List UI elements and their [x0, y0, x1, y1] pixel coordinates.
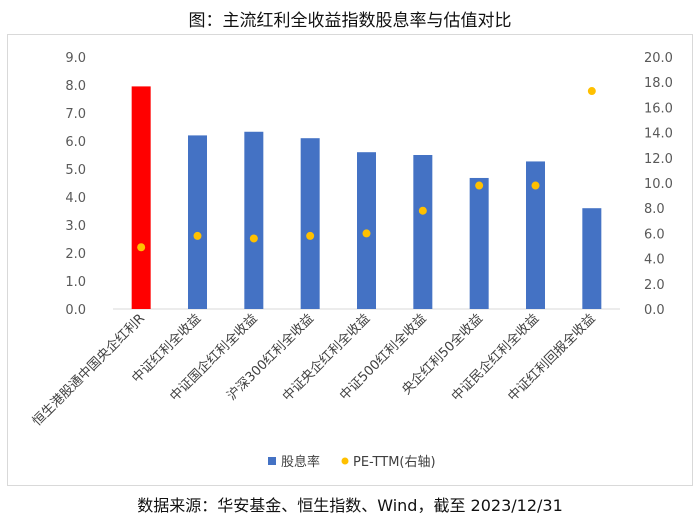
figure-title: 图：主流红利全收益指数股息率与估值对比	[188, 11, 512, 31]
right-axis-tick-label: 14.0	[644, 127, 673, 142]
right-axis-tick-label: 16.0	[644, 101, 673, 116]
bar-dividend-yield	[244, 131, 264, 309]
dividend-pe-chart: 0.0 1.0 2.0 3.0 4.0 5.0 6.0 7.0 8.0 9.0 0.0 2.0 4.0…	[29, 51, 673, 470]
chart-area: 0.0 1.0 2.0 3.0 4.0 5.0 6.0 7.0 8.0 9.0 0.0 2.0 4.0…	[7, 34, 693, 486]
point-pe-ttm	[137, 243, 146, 252]
right-axis-tick-label: 12.0	[644, 152, 673, 167]
left-axis-tick-label: 0.0	[65, 303, 86, 318]
left-axis-tick-label: 8.0	[65, 79, 86, 94]
right-axis-tick-label: 6.0	[644, 227, 665, 242]
legend-label-dividend-yield: 股息率	[281, 454, 320, 470]
point-pe-ttm	[531, 181, 540, 190]
right-axis-tick-label: 18.0	[644, 76, 673, 91]
point-pe-ttm	[475, 181, 484, 190]
point-pe-ttm	[306, 231, 315, 240]
legend: 股息率 PE-TTM(右轴)	[268, 454, 436, 470]
left-axis-tick-label: 1.0	[65, 275, 86, 290]
left-axis-tick-label: 6.0	[65, 135, 86, 150]
bar-dividend-yield	[131, 86, 151, 310]
point-pe-ttm	[362, 229, 371, 238]
right-axis-tick-label: 10.0	[644, 177, 673, 192]
right-axis-tick-label: 2.0	[644, 278, 665, 293]
right-axis-tick-label: 4.0	[644, 253, 665, 268]
left-axis-tick-label: 5.0	[65, 163, 86, 178]
bar-dividend-yield	[300, 138, 320, 309]
scatter-series	[137, 87, 596, 252]
point-pe-ttm	[587, 87, 596, 96]
bar-dividend-yield	[413, 155, 433, 309]
bar-series	[131, 86, 602, 310]
left-axis-tick-label: 2.0	[65, 247, 86, 262]
right-axis-tick-label: 0.0	[644, 303, 665, 318]
right-axis-tick-label: 8.0	[644, 202, 665, 217]
legend-swatch-pe-ttm	[341, 457, 349, 465]
left-axis-tick-label: 3.0	[65, 219, 86, 234]
right-y-axis: 0.0 2.0 4.0 6.0 8.0 10.0 12.0 14.0 16.0 18.0 20.0	[644, 51, 673, 318]
right-axis-tick-label: 20.0	[644, 51, 673, 66]
bar-dividend-yield	[582, 208, 602, 309]
source-note: 数据来源：华安基金、恒生指数、Wind，截至 2023/12/31	[137, 496, 563, 515]
category-label: 恒生港股通中国央企红利R	[29, 311, 148, 430]
left-y-axis: 0.0 1.0 2.0 3.0 4.0 5.0 6.0 7.0 8.0 9.0	[65, 51, 86, 318]
bar-dividend-yield	[469, 177, 489, 309]
category-labels: 恒生港股通中国央企红利R中证红利全收益中证国企红利全收益沪深300红利全收益中证…	[29, 311, 598, 430]
point-pe-ttm	[249, 234, 258, 243]
bar-dividend-yield	[526, 161, 545, 309]
left-axis-tick-label: 9.0	[65, 51, 86, 66]
point-pe-ttm	[193, 231, 202, 240]
left-axis-tick-label: 4.0	[65, 191, 86, 206]
bar-dividend-yield	[188, 135, 207, 309]
legend-label-pe-ttm: PE-TTM(右轴)	[353, 455, 436, 470]
left-axis-tick-label: 7.0	[65, 107, 86, 122]
point-pe-ttm	[418, 206, 427, 215]
legend-swatch-dividend-yield	[268, 457, 276, 465]
